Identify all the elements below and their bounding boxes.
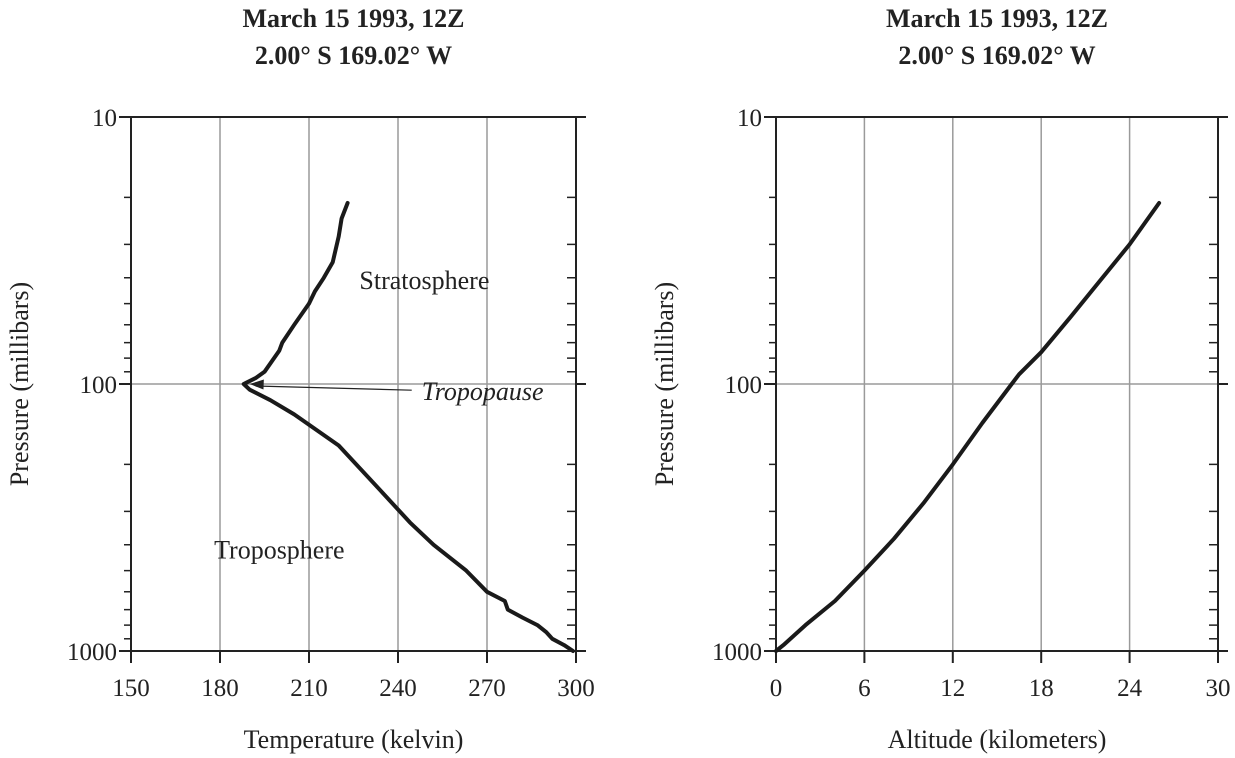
chart-subtitle: 2.00° S 169.02° W	[255, 41, 452, 70]
y-tick-label: 10	[92, 105, 117, 132]
chart-title: March 15 1993, 12Z	[243, 4, 465, 33]
x-tick-label: 24	[1117, 675, 1143, 702]
chart-title: March 15 1993, 12Z	[886, 4, 1108, 33]
temperature-panel: March 15 1993, 12Z 2.00° S 169.02° W 10 100…	[5, 4, 595, 754]
y-axis-label: Pressure (millibars)	[5, 282, 34, 486]
x-tick-label: 150	[112, 675, 150, 702]
x-tick-label: 270	[468, 675, 506, 702]
x-tick-label: 12	[940, 675, 965, 702]
annotation-stratosphere: Stratosphere	[359, 266, 489, 295]
plot-frame	[775, 116, 1219, 652]
y-tick-label: 100	[80, 372, 118, 399]
altitude-panel: March 15 1993, 12Z 2.00° S 169.02° W 10 100…	[650, 4, 1231, 754]
x-tick-label: 6	[858, 675, 871, 702]
y-tick-label: 100	[725, 372, 763, 399]
x-tick-label: 300	[557, 675, 595, 702]
plot-frame	[130, 116, 577, 652]
x-axis-label: Altitude (kilometers)	[888, 725, 1107, 754]
data-series-line	[241, 201, 575, 653]
x-tick-label: 240	[379, 675, 417, 702]
x-tick-label: 30	[1206, 675, 1231, 702]
annotation-troposphere: Troposphere	[214, 535, 344, 564]
tropopause-arrowhead	[249, 379, 264, 390]
chart-subtitle: 2.00° S 169.02° W	[898, 41, 1095, 70]
x-tick-label: 0	[770, 675, 783, 702]
x-tick-label: 18	[1029, 675, 1054, 702]
x-tick-label: 210	[290, 675, 328, 702]
tropopause-arrow-line	[255, 385, 412, 391]
data-series-line	[774, 201, 1162, 653]
annotation-tropopause: Tropopause	[422, 377, 544, 406]
x-tick-label: 180	[201, 675, 239, 702]
y-tick-label: 1000	[712, 639, 762, 666]
y-axis-label: Pressure (millibars)	[650, 282, 679, 486]
x-axis-label: Temperature (kelvin)	[244, 725, 464, 754]
y-tick-label: 10	[737, 105, 762, 132]
y-tick-label: 1000	[67, 639, 117, 666]
